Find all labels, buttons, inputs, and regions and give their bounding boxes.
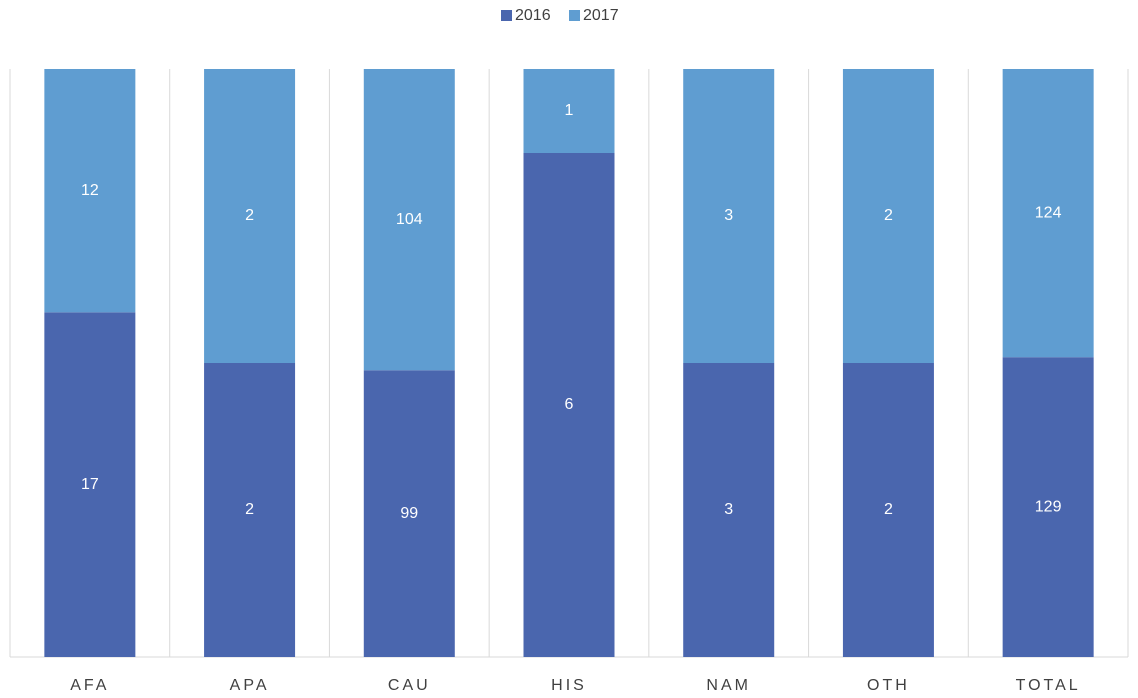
- bar-segment: [1002, 69, 1094, 358]
- data-label: 3: [724, 207, 733, 224]
- bar-segment: [683, 363, 775, 657]
- bar-segment: [523, 153, 615, 657]
- x-tick-label: TOTAL: [1016, 677, 1081, 694]
- x-tick-label: NAM: [706, 677, 751, 694]
- bar-segment: [842, 363, 934, 657]
- x-tick-label: CAU: [388, 677, 431, 694]
- data-label: 1: [565, 102, 574, 119]
- legend-swatch: [501, 10, 512, 21]
- data-label: 129: [1035, 498, 1062, 515]
- data-label: 6: [565, 396, 574, 413]
- data-label: 2: [884, 501, 893, 518]
- data-label: 17: [81, 476, 99, 493]
- bar-segment: [204, 363, 296, 657]
- data-label: 12: [81, 182, 99, 199]
- data-label: 2: [245, 207, 254, 224]
- data-label: 2: [245, 501, 254, 518]
- bar-segment: [363, 69, 455, 371]
- x-tick-label: HIS: [551, 677, 587, 694]
- data-label: 99: [400, 505, 418, 522]
- bar-segment: [1002, 357, 1094, 657]
- x-tick-label: APA: [230, 677, 270, 694]
- bar-segment: [204, 69, 296, 363]
- data-label: 3: [724, 501, 733, 518]
- data-label: 2: [884, 207, 893, 224]
- bar-segment: [363, 370, 455, 657]
- x-tick-label: OTH: [867, 677, 910, 694]
- data-label: 124: [1035, 204, 1062, 221]
- bar-segment: [44, 69, 136, 313]
- legend-label: 2016: [515, 7, 551, 24]
- bar-segment: [44, 312, 136, 657]
- bar-segment: [842, 69, 934, 363]
- legend-swatch: [569, 10, 580, 21]
- legend-label: 2017: [583, 7, 619, 24]
- x-tick-label: AFA: [70, 677, 109, 694]
- data-label: 104: [396, 211, 423, 228]
- bar-segment: [683, 69, 775, 363]
- bar-segment: [523, 69, 615, 153]
